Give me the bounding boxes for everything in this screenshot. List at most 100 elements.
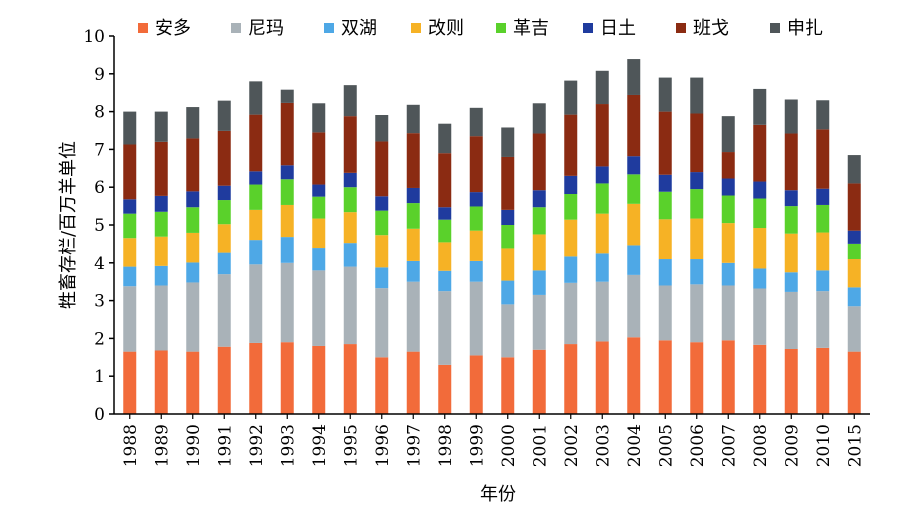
x-tick-label: 2006 [688, 424, 708, 467]
bar-segment-班戈-2009 [784, 133, 798, 191]
bar-segment-改则-2010 [816, 232, 830, 271]
bar-segment-革吉-2004 [627, 174, 641, 204]
bar-segment-日土-1996 [375, 196, 389, 211]
bar-segment-日土-2010 [816, 188, 830, 205]
bar-segment-申扎-2000 [501, 127, 515, 157]
bar-segment-革吉-1995 [343, 187, 357, 213]
bar-segment-安多-2006 [690, 342, 704, 414]
bar-segment-安多-2001 [532, 349, 546, 414]
bar-segment-申扎-2004 [627, 59, 641, 95]
legend-item-班戈: 班戈 [676, 18, 729, 39]
bar-segment-革吉-1998 [438, 219, 452, 243]
legend-swatch [411, 23, 421, 33]
bar-segment-尼玛-2008 [753, 288, 767, 345]
y-axis-title: 牲畜存栏/百万羊单位 [58, 141, 79, 309]
legend-item-日土: 日土 [583, 18, 636, 39]
bar-segment-安多-1997 [406, 351, 420, 414]
bar-stack-1988 [123, 111, 137, 414]
y-tick-label: 0 [94, 405, 105, 425]
x-tick-label: 1991 [215, 424, 235, 467]
bar-segment-双湖-2003 [595, 253, 609, 282]
legend-item-革吉: 革吉 [496, 18, 549, 39]
bar-stack-2002 [564, 80, 578, 414]
bar-segment-日土-1999 [469, 192, 483, 207]
bar-segment-安多-1999 [469, 355, 483, 414]
bar-segment-革吉-2001 [532, 207, 546, 235]
x-tick-label: 2009 [782, 424, 802, 467]
bar-segment-双湖-2005 [658, 259, 672, 286]
bar-segment-班戈-1990 [186, 138, 200, 192]
legend-label: 班戈 [693, 18, 729, 39]
x-tick-label: 1997 [404, 424, 424, 467]
bar-segment-革吉-1996 [375, 210, 389, 236]
bar-stack-1998 [438, 123, 452, 414]
bar-segment-申扎-2006 [690, 77, 704, 114]
bar-segment-安多-2000 [501, 357, 515, 414]
legend-label: 尼玛 [248, 18, 284, 39]
bar-segment-申扎-1994 [312, 103, 326, 133]
bar-segment-日土-1993 [280, 165, 294, 180]
bar-segment-班戈-2008 [753, 124, 767, 182]
bar-segment-改则-2005 [658, 219, 672, 260]
bar-segment-双湖-2007 [721, 262, 735, 286]
bar-segment-班戈-1997 [406, 133, 420, 188]
bar-segment-革吉-2005 [658, 191, 672, 220]
x-tick-label: 1988 [121, 424, 141, 467]
x-tick-label: 1996 [373, 424, 393, 467]
bar-segment-改则-1994 [312, 218, 326, 249]
bar-segment-尼玛-2015 [847, 306, 861, 352]
bar-segment-安多-2004 [627, 337, 641, 414]
axes-layer [109, 35, 870, 419]
bar-segment-安多-2008 [753, 344, 767, 414]
bar-segment-双湖-1998 [438, 270, 452, 292]
y-tick-labels: 0 1 2 3 4 5 6 7 8 9 10 [83, 27, 105, 425]
bars-layer [123, 59, 861, 414]
bar-segment-改则-2008 [753, 228, 767, 269]
bar-segment-班戈-2007 [721, 152, 735, 179]
bar-segment-日土-2007 [721, 178, 735, 196]
bar-segment-双湖-1992 [249, 240, 263, 265]
bar-segment-日土-1994 [312, 184, 326, 197]
bar-segment-日土-2005 [658, 174, 672, 192]
bar-segment-班戈-2002 [564, 114, 578, 176]
bar-stack-1993 [280, 89, 294, 414]
bar-segment-班戈-1995 [343, 116, 357, 173]
bar-segment-日土-1988 [123, 199, 137, 214]
bar-segment-双湖-1999 [469, 260, 483, 282]
bar-segment-尼玛-1994 [312, 270, 326, 346]
bar-stack-1997 [406, 104, 420, 414]
y-tick-label: 9 [94, 65, 105, 85]
bar-segment-双湖-1993 [280, 237, 294, 263]
bar-segment-革吉-2006 [690, 189, 704, 219]
bar-segment-日土-2008 [753, 181, 767, 199]
bar-segment-申扎-1997 [406, 104, 420, 134]
bar-stack-1990 [186, 107, 200, 414]
y-tick-label: 8 [94, 103, 105, 123]
legend-label: 革吉 [513, 18, 549, 39]
bar-segment-改则-2006 [690, 218, 704, 260]
bar-segment-双湖-1991 [217, 252, 231, 275]
x-tick-label: 2015 [845, 424, 865, 467]
bar-segment-日土-1992 [249, 171, 263, 185]
bar-segment-双湖-2009 [784, 272, 798, 292]
bar-stack-1999 [469, 107, 483, 414]
bar-segment-申扎-1991 [217, 100, 231, 131]
bar-segment-革吉-1997 [406, 203, 420, 229]
bar-segment-申扎-2007 [721, 116, 735, 153]
bar-segment-安多-1990 [186, 351, 200, 414]
bar-segment-革吉-1994 [312, 196, 326, 219]
x-tick-label: 1999 [467, 424, 487, 467]
bar-stack-1996 [375, 115, 389, 414]
x-tick-label: 2001 [530, 424, 550, 467]
y-tick-label: 5 [94, 216, 105, 236]
bar-stack-1991 [217, 100, 231, 414]
bar-segment-班戈-2000 [501, 156, 515, 210]
bar-segment-申扎-2010 [816, 100, 830, 130]
bar-segment-申扎-1988 [123, 111, 137, 145]
y-tick-label: 3 [94, 292, 105, 312]
bar-segment-尼玛-2006 [690, 284, 704, 343]
bar-stack-2007 [721, 116, 735, 414]
bar-segment-革吉-2000 [501, 225, 515, 249]
bar-segment-安多-1998 [438, 364, 452, 414]
x-tick-label: 2000 [499, 424, 519, 467]
